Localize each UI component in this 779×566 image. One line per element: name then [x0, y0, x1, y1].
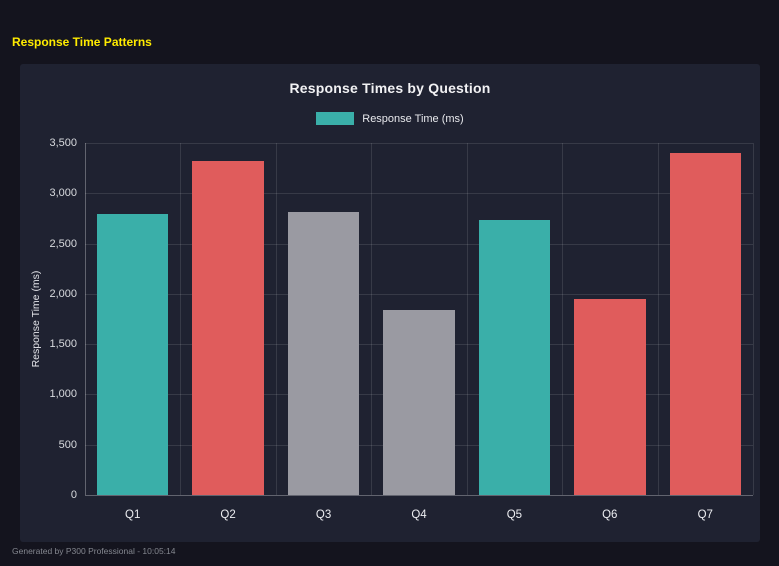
- v-gridline: [562, 143, 563, 495]
- y-tick-label: 3,000: [49, 187, 77, 199]
- bar-q7: [669, 153, 742, 495]
- y-tick-label: 500: [58, 439, 77, 451]
- plot-area: [85, 143, 754, 496]
- bar-q1: [96, 214, 169, 495]
- page-title: Response Time Patterns: [12, 35, 152, 49]
- y-axis-labels: 0 500 1,000 1,500 2,000 2,500 3,000 3,500: [20, 137, 77, 501]
- y-tick-label: 2,000: [49, 288, 77, 300]
- bar-q6: [574, 298, 646, 495]
- x-tick-label: Q3: [315, 509, 332, 521]
- x-axis-line: [85, 495, 753, 496]
- h-gridline: [85, 143, 753, 144]
- y-tick-label: 0: [70, 489, 77, 501]
- x-axis-labels: Q1 Q2 Q3 Q4 Q5 Q6 Q7: [85, 495, 753, 525]
- y-tick-label: 2,500: [49, 238, 77, 250]
- v-gridline: [371, 143, 372, 495]
- v-gridline: [658, 143, 659, 495]
- bar-q2: [192, 161, 264, 495]
- v-gridline: [276, 143, 277, 495]
- chart-panel: Response Times by Question Response Time…: [20, 64, 760, 542]
- footer-note: Generated by P300 Professional - 10:05:1…: [12, 546, 176, 556]
- x-tick-label: Q4: [411, 509, 427, 521]
- h-gridline: [85, 244, 753, 245]
- x-tick-label: Q5: [506, 509, 523, 521]
- h-gridline: [85, 294, 753, 295]
- x-tick-label: Q2: [220, 509, 236, 521]
- legend-swatch-icon: [316, 112, 355, 125]
- v-gridline: [467, 143, 468, 495]
- chart-legend[interactable]: Response Time (ms): [20, 112, 760, 125]
- bar-q3: [287, 212, 360, 495]
- h-gridline: [85, 193, 753, 194]
- bar-q4: [383, 309, 455, 495]
- y-tick-label: 1,500: [49, 338, 77, 350]
- v-gridline: [180, 143, 181, 495]
- x-tick-label: Q1: [125, 509, 141, 521]
- x-tick-label: Q6: [602, 509, 618, 521]
- y-tick-label: 1,000: [49, 388, 77, 400]
- chart-title: Response Times by Question: [289, 80, 491, 96]
- x-tick-label: Q7: [697, 509, 713, 521]
- y-axis-line: [85, 143, 86, 495]
- v-gridline: [753, 143, 754, 495]
- y-tick-label: 3,500: [49, 137, 77, 149]
- legend-label: Response Time (ms): [362, 112, 464, 125]
- bar-q5: [478, 220, 551, 495]
